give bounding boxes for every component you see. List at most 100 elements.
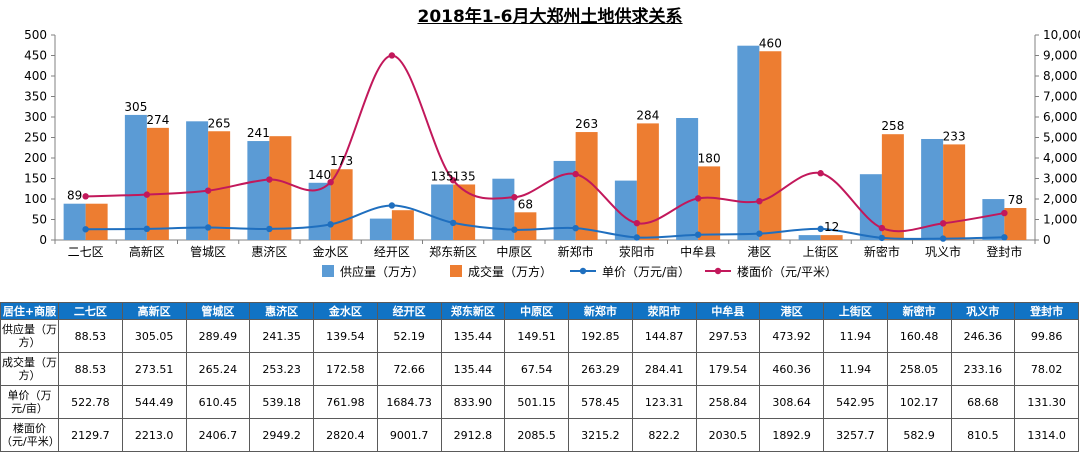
bar-data-label: 263	[575, 117, 598, 131]
deal-bar	[514, 212, 537, 240]
table-cell: 1314.0	[1014, 418, 1079, 452]
table-row-header: 成交量（万方）	[0, 352, 59, 386]
table-column-header: 金水区	[313, 302, 378, 320]
floor-price-point	[756, 197, 763, 205]
data-table: 居住+商服 二七区 高新区 管城区 惠济区 金水区 经开区 郑东新区 中原区 新郑市 荥阳市 中牟县港…	[0, 302, 1079, 452]
table-cell: 539.18	[249, 385, 314, 419]
floor-price-point	[572, 170, 579, 178]
unit-price-point	[633, 234, 641, 241]
table-column-header: 荥阳市	[631, 302, 697, 320]
table-cell: 501.15	[504, 385, 569, 419]
y-right-tick-label: 5,000	[1043, 131, 1077, 145]
deal-bar	[881, 134, 904, 240]
table-cell: 3257.7	[823, 418, 888, 452]
table-cell: 265.24	[185, 352, 251, 386]
table-column-header: 港区	[759, 302, 824, 320]
unit-price-point	[939, 235, 947, 242]
table-cell: 78.02	[1014, 352, 1079, 386]
y-left-tick-label: 200	[24, 151, 47, 165]
unit-price-point	[511, 226, 518, 233]
unit-price-point	[817, 225, 824, 233]
x-tick-label: 上街区	[803, 245, 839, 259]
floor-price-point	[143, 191, 151, 198]
bar-data-label: 274	[146, 113, 169, 127]
legend-label: 成交量（万方）	[468, 264, 552, 279]
table-cell: 544.49	[121, 385, 187, 419]
supply-bar	[798, 235, 821, 240]
deal-bar	[208, 131, 231, 240]
table-column-header: 经开区	[376, 302, 442, 320]
floor-price-point	[388, 52, 396, 59]
y-left-tick-label: 250	[24, 131, 47, 145]
supply-bar	[369, 218, 392, 240]
table-cell: 246.36	[950, 319, 1016, 353]
table-cell: 172.58	[313, 352, 378, 386]
y-right-tick-label: 10,000	[1043, 28, 1080, 42]
table-cell: 833.90	[440, 385, 506, 419]
legend-swatch	[322, 265, 334, 277]
table-column-header: 上街区	[823, 302, 888, 320]
bar-data-label: 12	[824, 220, 839, 234]
table-cell: 11.94	[823, 352, 888, 386]
floor-price-point	[1001, 209, 1008, 217]
table-cell: 192.85	[568, 319, 633, 353]
x-tick-label: 金水区	[313, 244, 349, 259]
table-cell: 761.98	[313, 385, 378, 419]
table-cell: 810.5	[950, 418, 1016, 452]
deal-bar	[1004, 208, 1027, 240]
table-cell: 102.17	[886, 385, 952, 419]
deal-bar	[391, 210, 414, 240]
deal-bar	[146, 127, 169, 240]
table-cell: 2912.8	[440, 418, 506, 452]
y-right-tick-label: 0	[1043, 233, 1051, 247]
deal-bar	[943, 144, 966, 240]
table-cell: 305.05	[121, 319, 187, 353]
supply-bar	[553, 160, 576, 240]
table-cell: 263.29	[568, 352, 633, 386]
table-cell: 88.53	[58, 352, 123, 386]
x-tick-label: 巩义市	[925, 244, 961, 259]
legend-label: 楼面价（元/平米）	[737, 264, 837, 279]
table-cell: 308.64	[759, 385, 824, 419]
unit-price-point	[878, 234, 886, 242]
table-cell: 582.9	[886, 418, 952, 452]
table-column-header: 中牟县	[695, 302, 761, 320]
table-cell: 241.35	[249, 319, 314, 353]
y-right-tick-label: 6,000	[1043, 110, 1077, 124]
x-tick-label: 高新区	[129, 244, 165, 259]
floor-price-point	[694, 195, 702, 202]
deal-bar	[453, 184, 476, 240]
unit-price-point	[572, 224, 579, 232]
y-left-tick-label: 0	[39, 233, 47, 247]
table-cell: 131.30	[1014, 385, 1079, 419]
x-tick-label: 登封市	[986, 244, 1022, 259]
bar-data-label: 140	[308, 168, 331, 182]
table-cell: 578.45	[568, 385, 633, 419]
bar-data-label: 68	[518, 197, 533, 211]
table-row: 单价（万元/亩） 522.78 544.49 610.45 539.18 761.98 16…	[0, 385, 1079, 419]
unit-price-point	[694, 231, 702, 238]
table-cell: 522.78	[58, 385, 123, 419]
floor-price-point	[817, 170, 824, 177]
deal-bar	[636, 123, 659, 240]
x-tick-label: 中原区	[496, 244, 532, 259]
table-cell: 88.53	[58, 319, 123, 353]
table-cell: 139.54	[313, 319, 378, 353]
table-cell: 99.86	[1014, 319, 1079, 353]
table-cell: 2030.5	[695, 418, 761, 452]
y-right-tick-label: 1,000	[1043, 213, 1077, 227]
supply-bar	[492, 178, 515, 240]
supply-bar	[676, 118, 699, 240]
unit-price-point	[266, 225, 273, 233]
table-cell: 233.16	[950, 352, 1016, 386]
table-column-header: 管城区	[185, 302, 251, 320]
y-left-tick-label: 150	[24, 172, 47, 186]
table-cell: 542.95	[823, 385, 888, 419]
unit-price-point	[327, 221, 334, 228]
table-cell: 610.45	[185, 385, 251, 419]
supply-bar	[186, 121, 209, 240]
table-cell: 2949.2	[249, 418, 314, 452]
table-cell: 2406.7	[185, 418, 251, 452]
floor-price-point	[204, 187, 212, 194]
supply-bar	[614, 180, 637, 240]
